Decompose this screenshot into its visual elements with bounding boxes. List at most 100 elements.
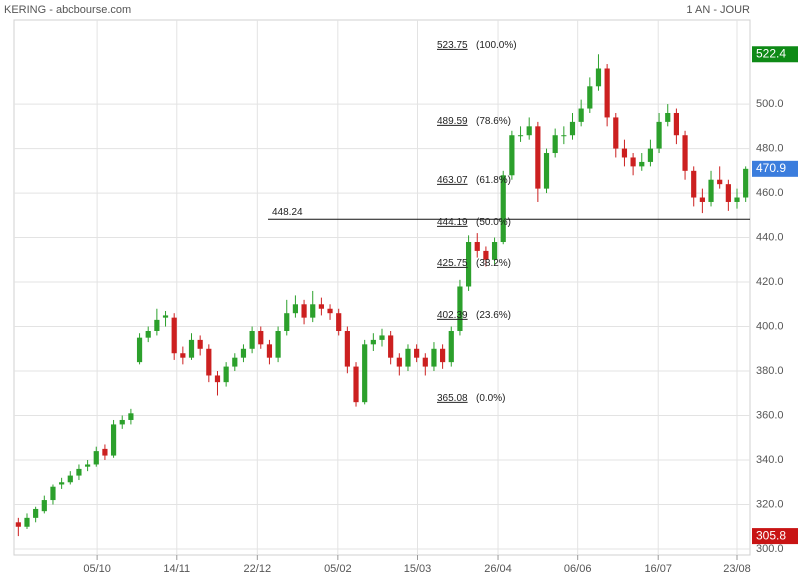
candle-body [448,330,454,363]
fib-percent: (61.8%) [476,175,511,186]
y-tick-label: 500.0 [756,98,784,110]
candle-body [639,161,645,167]
candle-body [67,475,73,483]
level-label: 448.24 [272,207,303,218]
candle-body [171,317,177,354]
candle-body [509,135,515,176]
candle-body [717,179,723,185]
price-badge-label: 470.9 [756,161,786,175]
y-tick-label: 360.0 [756,409,784,421]
candle-body [370,339,376,345]
candle-body [388,335,394,358]
fib-percent: (0.0%) [476,393,505,404]
candle-body [258,330,264,345]
y-tick-label: 300.0 [756,543,784,555]
chart-title: KERING - abcbourse.com [4,4,131,16]
y-tick-label: 400.0 [756,320,784,332]
candle-body [569,121,576,136]
candle-body [535,126,541,189]
candle-body [162,315,169,318]
candle-body [266,344,273,358]
candle-body [15,522,21,527]
candle-body [379,335,385,340]
candle-body [284,313,290,331]
candle-body [396,357,402,367]
x-tick-label: 23/08 [723,563,751,575]
candle-body [431,348,437,367]
candle-body [232,357,238,367]
fib-value: 365.08 [437,393,468,404]
candle-body [214,375,221,383]
candle-body [561,135,567,137]
fib-value: 489.59 [437,116,468,127]
price-badge [752,160,798,177]
x-tick-label: 06/06 [564,563,592,575]
fib-value: 425.75 [437,258,468,269]
price-badge [752,46,798,63]
candle-body [621,148,628,158]
candle-body [318,304,324,309]
x-tick-label: 16/07 [644,563,672,575]
candle-body [119,419,125,425]
candle-body [33,508,39,518]
y-tick-label: 320.0 [756,498,784,510]
fib-percent: (50.0%) [476,217,511,228]
candle-body [59,482,65,485]
candle-body [128,413,134,420]
candle-body [682,135,688,171]
candle-body [543,153,550,189]
candle-body [691,170,697,198]
candle-body [613,117,619,149]
candle-body [647,148,654,162]
candle-body [344,330,350,367]
candle-body [275,330,281,358]
x-tick-label: 05/10 [83,563,111,575]
candle-body [310,304,316,318]
candle-body [223,366,229,383]
x-tick-label: 26/04 [484,563,512,575]
candle-body [474,242,480,251]
candle-body [656,121,662,149]
candle-body [483,250,489,260]
candle-body [76,468,82,476]
candle-body [50,486,56,501]
candle-body [188,339,195,358]
candle-body [362,344,368,403]
candle-body [578,108,584,122]
candle-body [725,184,731,202]
candle-body [595,68,602,87]
candle-body [491,242,498,260]
candle-body [457,286,463,331]
candle-body [552,135,558,154]
candle-body [630,157,636,167]
candle-body [145,330,151,338]
candle-body [422,357,428,367]
candle-body [604,68,610,118]
candle-body [517,135,524,137]
candle-body [734,197,740,202]
candle-body [24,517,30,527]
candle-body [353,366,359,403]
x-tick-label: 22/12 [244,563,272,575]
fib-value: 463.07 [437,175,468,186]
candle-body [414,348,420,358]
candle-body [240,348,247,358]
y-tick-label: 380.0 [756,365,784,377]
y-tick-label: 480.0 [756,142,784,154]
candle-body [743,168,749,198]
x-tick-label: 15/03 [404,563,432,575]
price-badge [752,528,798,545]
candle-body [500,175,506,243]
candle-body [93,451,99,465]
candle-body [336,313,342,331]
candle-body [699,197,705,202]
candle-body [154,319,160,331]
y-tick-label: 340.0 [756,454,784,466]
candle-body [665,112,671,122]
price-badge-label: 305.8 [756,528,786,542]
candle-body [708,179,714,202]
candle-body [673,112,679,136]
candle-body [526,126,532,136]
fib-value: 523.75 [437,40,468,51]
fib-value: 444.19 [437,217,468,228]
